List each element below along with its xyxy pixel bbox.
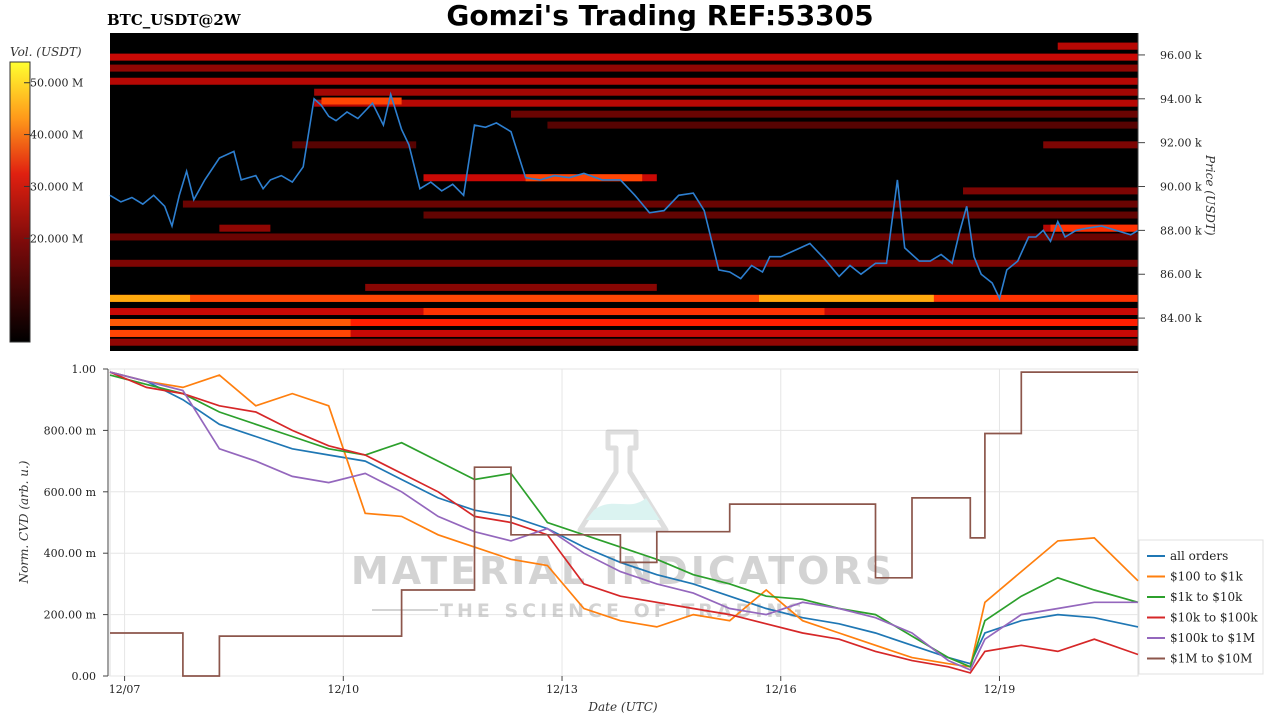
price-tick-label: 92.00 k	[1160, 137, 1202, 150]
watermark-brand: MATERIAL INDICATORS	[351, 549, 895, 593]
cvd-lines	[109, 371, 1139, 677]
heatmap-band	[190, 294, 759, 302]
colorbar-tick-label: 40.000 M	[30, 129, 83, 142]
price-tick-label: 94.00 k	[1160, 93, 1202, 106]
price-axis-title: Price (USDT)	[1203, 154, 1217, 236]
cvd-plot-area	[109, 368, 1139, 677]
heatmap-band	[1043, 141, 1138, 149]
cvd-x-ticks: 12/07 12/10 12/13 12/16 12/19	[109, 676, 1016, 696]
cvd-x-tick-label: 12/10	[327, 683, 359, 696]
legend-label: $10k to $100k	[1170, 611, 1258, 625]
legend-label: $1k to $10k	[1170, 590, 1243, 604]
cvd-y-tick-label: 800.00 m	[44, 424, 97, 437]
cvd-series-line	[109, 371, 1139, 674]
heatmap-band	[547, 121, 1138, 129]
cvd-y-tick-label: 200.00 m	[44, 609, 97, 622]
colorbar-tick-label: 30.000 M	[30, 180, 83, 193]
heatmap-band	[110, 294, 191, 302]
heatmap-band	[110, 318, 351, 326]
heatmap-band	[321, 97, 402, 105]
price-tick-label: 86.00 k	[1160, 268, 1202, 281]
price-tick-label: 96.00 k	[1160, 49, 1202, 62]
colorbar-tick-label: 50.000 M	[30, 77, 83, 90]
cvd-y-axis-title: Norm. CVD (arb. u.)	[17, 460, 31, 584]
watermark-tagline: THE SCIENCE OF TRADING	[440, 600, 806, 622]
cvd-y-tick-label: 400.00 m	[44, 547, 97, 560]
heatmap-band	[110, 329, 1138, 337]
colorbar	[9, 61, 31, 343]
legend-label: $1M to $10M	[1170, 652, 1252, 666]
watermark: MATERIAL INDICATORS THE SCIENCE OF TRADI…	[351, 429, 895, 622]
heatmap-band	[182, 200, 1138, 208]
heatmap-band	[110, 259, 1138, 267]
cvd-x-tick-label: 12/19	[984, 683, 1016, 696]
heatmap-band	[525, 174, 643, 182]
price-line	[109, 91, 1139, 301]
legend-label: $100k to $1M	[1170, 631, 1255, 645]
cvd-series-line	[109, 371, 1138, 672]
heatmap-band	[314, 88, 1138, 96]
cvd-grid	[110, 368, 1138, 677]
legend: all orders $100 to $1k $1k to $10k $10k to …	[1147, 549, 1258, 666]
legend-label: all orders	[1170, 549, 1228, 563]
heatmap-band	[110, 77, 1138, 85]
cvd-x-tick-label: 12/16	[765, 683, 797, 696]
chart-title: Gomzi's Trading REF:53305	[446, 0, 873, 32]
price-tick-label: 90.00 k	[1160, 181, 1202, 194]
cvd-series-line	[109, 371, 1139, 668]
cvd-series-line	[109, 374, 1139, 668]
colorbar-title: Vol. (USDT)	[10, 45, 82, 59]
flask-icon	[577, 429, 669, 533]
heatmap-band	[423, 211, 1138, 219]
heatmap-bands	[110, 42, 1138, 346]
colorbar-ticks: 50.000 M 40.000 M 30.000 M 20.000 M	[24, 77, 83, 245]
heatmap-band	[510, 110, 1138, 118]
price-tick-label: 84.00 k	[1160, 312, 1202, 325]
cvd-x-tick-label: 12/13	[546, 683, 578, 696]
cvd-x-tick-label: 12/07	[109, 683, 141, 696]
heatmap-band	[1057, 42, 1138, 50]
cvd-y-ticks: 1.00 800.00 m 600.00 m 400.00 m 200.00 m 0.00	[44, 363, 108, 683]
price-axis-ticks: 96.00 k 94.00 k 92.00 k 90.00 k 88.00 k 86.00…	[1138, 49, 1202, 325]
cvd-x-axis-title: Date (UTC)	[587, 700, 657, 714]
legend-box	[1138, 539, 1264, 675]
heatmap-band	[110, 53, 1138, 61]
heatmap-band	[110, 233, 1138, 241]
heatmap-band	[219, 224, 271, 232]
pair-label: BTC_USDT@2W	[107, 11, 242, 29]
heatmap-band	[963, 187, 1138, 195]
colorbar-tick-label: 20.000 M	[30, 232, 83, 245]
heatmap-band	[110, 318, 1138, 326]
heatmap-band	[292, 141, 417, 149]
heatmap-band	[1050, 224, 1138, 232]
cvd-y-tick-label: 600.00 m	[44, 486, 97, 499]
heatmap-band	[314, 99, 1138, 107]
legend-label: $100 to $1k	[1170, 570, 1243, 584]
heatmap-band	[365, 283, 657, 291]
price-tick-label: 88.00 k	[1160, 224, 1202, 237]
cvd-y-tick-label: 1.00	[72, 363, 97, 376]
heatmap-band	[110, 64, 1138, 72]
heatmap-band	[110, 338, 1138, 346]
cvd-series-line	[110, 371, 1138, 677]
heatmap-band	[110, 329, 351, 337]
heatmap-band	[423, 308, 825, 316]
cvd-y-tick-label: 0.00	[72, 670, 97, 683]
heatmap-band	[758, 294, 934, 302]
